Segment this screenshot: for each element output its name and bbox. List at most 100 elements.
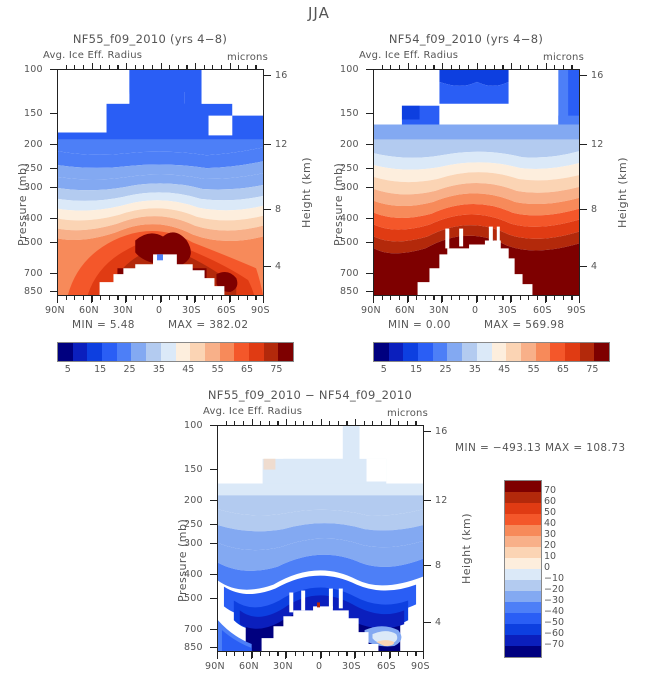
colorbar-tick-neg50: −50 bbox=[544, 617, 565, 628]
colorbar-tick-35: 35 bbox=[468, 364, 481, 375]
minor-tick bbox=[406, 421, 408, 425]
minor-tick bbox=[433, 296, 435, 300]
panel-nf54-contour-field bbox=[374, 70, 579, 295]
colorbar-tick-45: 45 bbox=[182, 364, 195, 375]
minor-tick bbox=[407, 63, 409, 69]
minor-tick bbox=[398, 652, 400, 656]
minor-tick bbox=[238, 296, 240, 300]
colorbar-tick-75: 75 bbox=[586, 364, 599, 375]
season-title: JJA bbox=[308, 4, 330, 22]
colorbar-swatch-13 bbox=[564, 343, 580, 361]
panel-nf54-pressure-axis-label: Pressure (mb) bbox=[332, 162, 345, 246]
panel-nf54-plot-area[interactable] bbox=[373, 69, 580, 296]
minor-tick bbox=[260, 652, 262, 656]
minor-tick bbox=[294, 652, 296, 656]
minor-tick bbox=[294, 421, 296, 425]
minor-tick bbox=[389, 419, 391, 425]
colorbar-swatch-2 bbox=[403, 343, 419, 361]
colorbar-swatch-6 bbox=[146, 343, 161, 361]
panel-nf55-colorbar[interactable] bbox=[57, 342, 294, 362]
ytick-100: 100 bbox=[24, 64, 43, 75]
ytick-200: 200 bbox=[24, 139, 43, 150]
colorbar-tick-5: 5 bbox=[380, 364, 387, 375]
y2tick-16: 16 bbox=[435, 426, 448, 437]
minor-tick bbox=[82, 296, 85, 300]
colorbar-swatch-10 bbox=[505, 591, 541, 602]
colorbar-swatch-14 bbox=[505, 635, 541, 646]
panel-nf54-units-label: microns bbox=[543, 52, 584, 63]
minor-tick bbox=[398, 65, 401, 69]
minor-tick bbox=[268, 652, 270, 656]
panel-diff-plot-area[interactable] bbox=[217, 425, 424, 652]
panel-nf55-plot-area[interactable] bbox=[57, 69, 264, 296]
minor-tick bbox=[277, 421, 279, 425]
minor-tick bbox=[363, 652, 365, 656]
colorbar-swatch-12 bbox=[550, 343, 565, 361]
colorbar-swatch-11 bbox=[219, 343, 235, 361]
panel-nf54-title: NF54_f09_2010 (yrs 4−8) bbox=[388, 32, 544, 46]
colorbar-swatch-10 bbox=[520, 343, 536, 361]
minor-tick bbox=[320, 419, 322, 425]
colorbar-swatch-9 bbox=[190, 343, 205, 361]
xtick-60S: 60S bbox=[377, 661, 396, 672]
panel-diff-variable-label: Avg. Ice Eff. Radius bbox=[203, 406, 303, 417]
ytick-850: 850 bbox=[184, 642, 203, 653]
ytick-500: 500 bbox=[24, 237, 43, 248]
minor-tick bbox=[415, 421, 417, 425]
ytick-500: 500 bbox=[184, 593, 203, 604]
minor-tick bbox=[528, 65, 530, 69]
colorbar-tick-neg10: −10 bbox=[544, 573, 565, 584]
minor-tick bbox=[160, 63, 162, 69]
colorbar-tick-10: 10 bbox=[544, 551, 557, 562]
xtick-60S: 60S bbox=[533, 305, 552, 316]
minor-tick bbox=[320, 652, 322, 658]
minor-tick bbox=[160, 296, 162, 302]
panel-nf54-max-label: MAX = 569.98 bbox=[484, 319, 565, 331]
panel-nf55-colorbar-labels: 5 15 25 35 45 55 65 75 bbox=[57, 364, 292, 378]
colorbar-tick-35: 35 bbox=[152, 364, 165, 375]
minor-tick bbox=[177, 65, 179, 69]
minor-tick bbox=[242, 652, 245, 656]
xtick-90S: 90S bbox=[567, 305, 586, 316]
minor-tick bbox=[519, 65, 521, 69]
colorbar-swatch-7 bbox=[160, 343, 176, 361]
ytick-250: 250 bbox=[340, 163, 359, 174]
minor-tick bbox=[212, 296, 214, 300]
minor-tick bbox=[143, 296, 145, 300]
y2tick-16: 16 bbox=[275, 70, 288, 81]
colorbar-swatch-12 bbox=[234, 343, 249, 361]
minor-tick bbox=[311, 421, 314, 425]
minor-tick bbox=[108, 65, 110, 69]
minor-tick bbox=[562, 296, 564, 300]
y2tick-12: 12 bbox=[435, 495, 448, 506]
ytick-150: 150 bbox=[24, 108, 43, 119]
colorbar-swatch-4 bbox=[505, 525, 541, 536]
xtick-60S: 60S bbox=[217, 305, 236, 316]
y2tick-4: 4 bbox=[435, 617, 442, 628]
panel-nf54-colorbar[interactable] bbox=[373, 342, 610, 362]
minor-tick bbox=[186, 296, 188, 300]
xtick-90S: 90S bbox=[251, 305, 270, 316]
colorbar-tick-15: 15 bbox=[94, 364, 107, 375]
colorbar-tick-25: 25 bbox=[123, 364, 136, 375]
minor-tick bbox=[545, 296, 547, 302]
minor-tick bbox=[151, 296, 154, 300]
minor-tick bbox=[286, 652, 288, 658]
y2tick-12: 12 bbox=[591, 139, 604, 150]
panel-nf55-title: NF55_f09_2010 (yrs 4−8) bbox=[72, 32, 228, 46]
minor-tick bbox=[329, 421, 331, 425]
minor-tick bbox=[134, 296, 136, 300]
ytick-400: 400 bbox=[184, 569, 203, 580]
minor-tick bbox=[229, 63, 231, 69]
minor-tick bbox=[415, 652, 417, 656]
minor-tick bbox=[346, 421, 348, 425]
minor-tick bbox=[255, 65, 257, 69]
xtick-90N: 90N bbox=[45, 305, 65, 316]
panel-diff-pressure-axis-label: Pressure (mb) bbox=[176, 518, 189, 602]
colorbar-tick-55: 55 bbox=[211, 364, 224, 375]
colorbar-swatch-7 bbox=[476, 343, 492, 361]
panel-diff-colorbar[interactable] bbox=[504, 480, 542, 658]
colorbar-tick-30: 30 bbox=[544, 529, 557, 540]
colorbar-swatch-13 bbox=[505, 624, 541, 635]
minor-tick bbox=[143, 65, 145, 69]
